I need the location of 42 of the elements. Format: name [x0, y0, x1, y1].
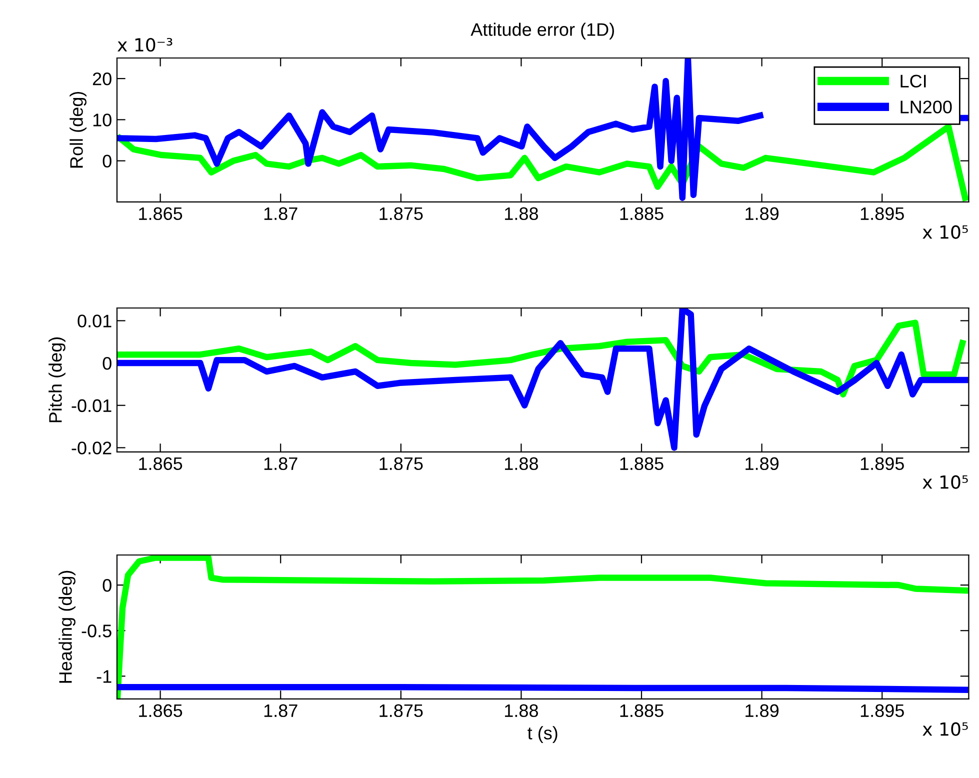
y-tick-label: 20: [92, 72, 112, 86]
x-tick-label: 1.875: [380, 457, 423, 470]
x-tick-label: 1.865: [139, 704, 182, 718]
x-tick-label: 1.865: [139, 207, 182, 220]
x-tick-label: 1.87: [264, 207, 298, 220]
x-tick-label: 1.895: [860, 457, 904, 470]
y-tick-label: -1: [96, 670, 112, 683]
y-tick-label: 0: [102, 154, 112, 168]
x-tick-label: 1.87: [264, 457, 298, 470]
x-tick-label: 1.89: [746, 207, 779, 220]
x-tick-label: 1.88: [505, 704, 538, 718]
x-tick-label: 1.885: [620, 704, 664, 718]
x-tick-label: 1.885: [620, 207, 664, 220]
x-tick-label: 1.89: [746, 457, 779, 470]
text: x 10⁵: [922, 475, 968, 489]
x-tick-label: 1.895: [860, 207, 904, 220]
x-axis-title: t (s): [528, 726, 558, 743]
x-tick-label: 1.88: [505, 207, 538, 220]
text: x 10⁻³: [118, 38, 172, 52]
y-tick-label: 0: [102, 578, 112, 592]
x-tick-label: 1.895: [860, 704, 904, 718]
legend-label: LN200: [900, 100, 952, 114]
x-tick-label: 1.87: [264, 704, 298, 718]
chart-title: Attitude error (1D): [470, 22, 614, 40]
legend-label: LCI: [900, 74, 926, 88]
x-tick-label: 1.88: [505, 457, 538, 470]
y-tick-label: -0.5: [82, 624, 112, 638]
text: x 10⁵: [922, 225, 968, 239]
y-axis-title: Pitch (deg): [48, 337, 66, 422]
y-axis-title: Heading (deg): [58, 570, 76, 683]
y-tick-label: 10: [93, 114, 112, 126]
x-tick-label: 1.875: [380, 704, 423, 718]
text: x 10⁵: [922, 722, 968, 736]
y-tick-label: -0.02: [72, 442, 112, 454]
y-tick-label: 0.01: [78, 314, 112, 328]
x-tick-label: 1.875: [380, 207, 423, 220]
x-tick-label: 1.89: [746, 704, 779, 718]
y-tick-label: 0: [102, 356, 112, 370]
y-tick-label: -0.01: [72, 399, 112, 412]
x-tick-label: 1.885: [620, 457, 664, 470]
x-tick-label: 1.865: [139, 457, 182, 470]
y-axis-title: Roll (deg): [70, 92, 86, 168]
